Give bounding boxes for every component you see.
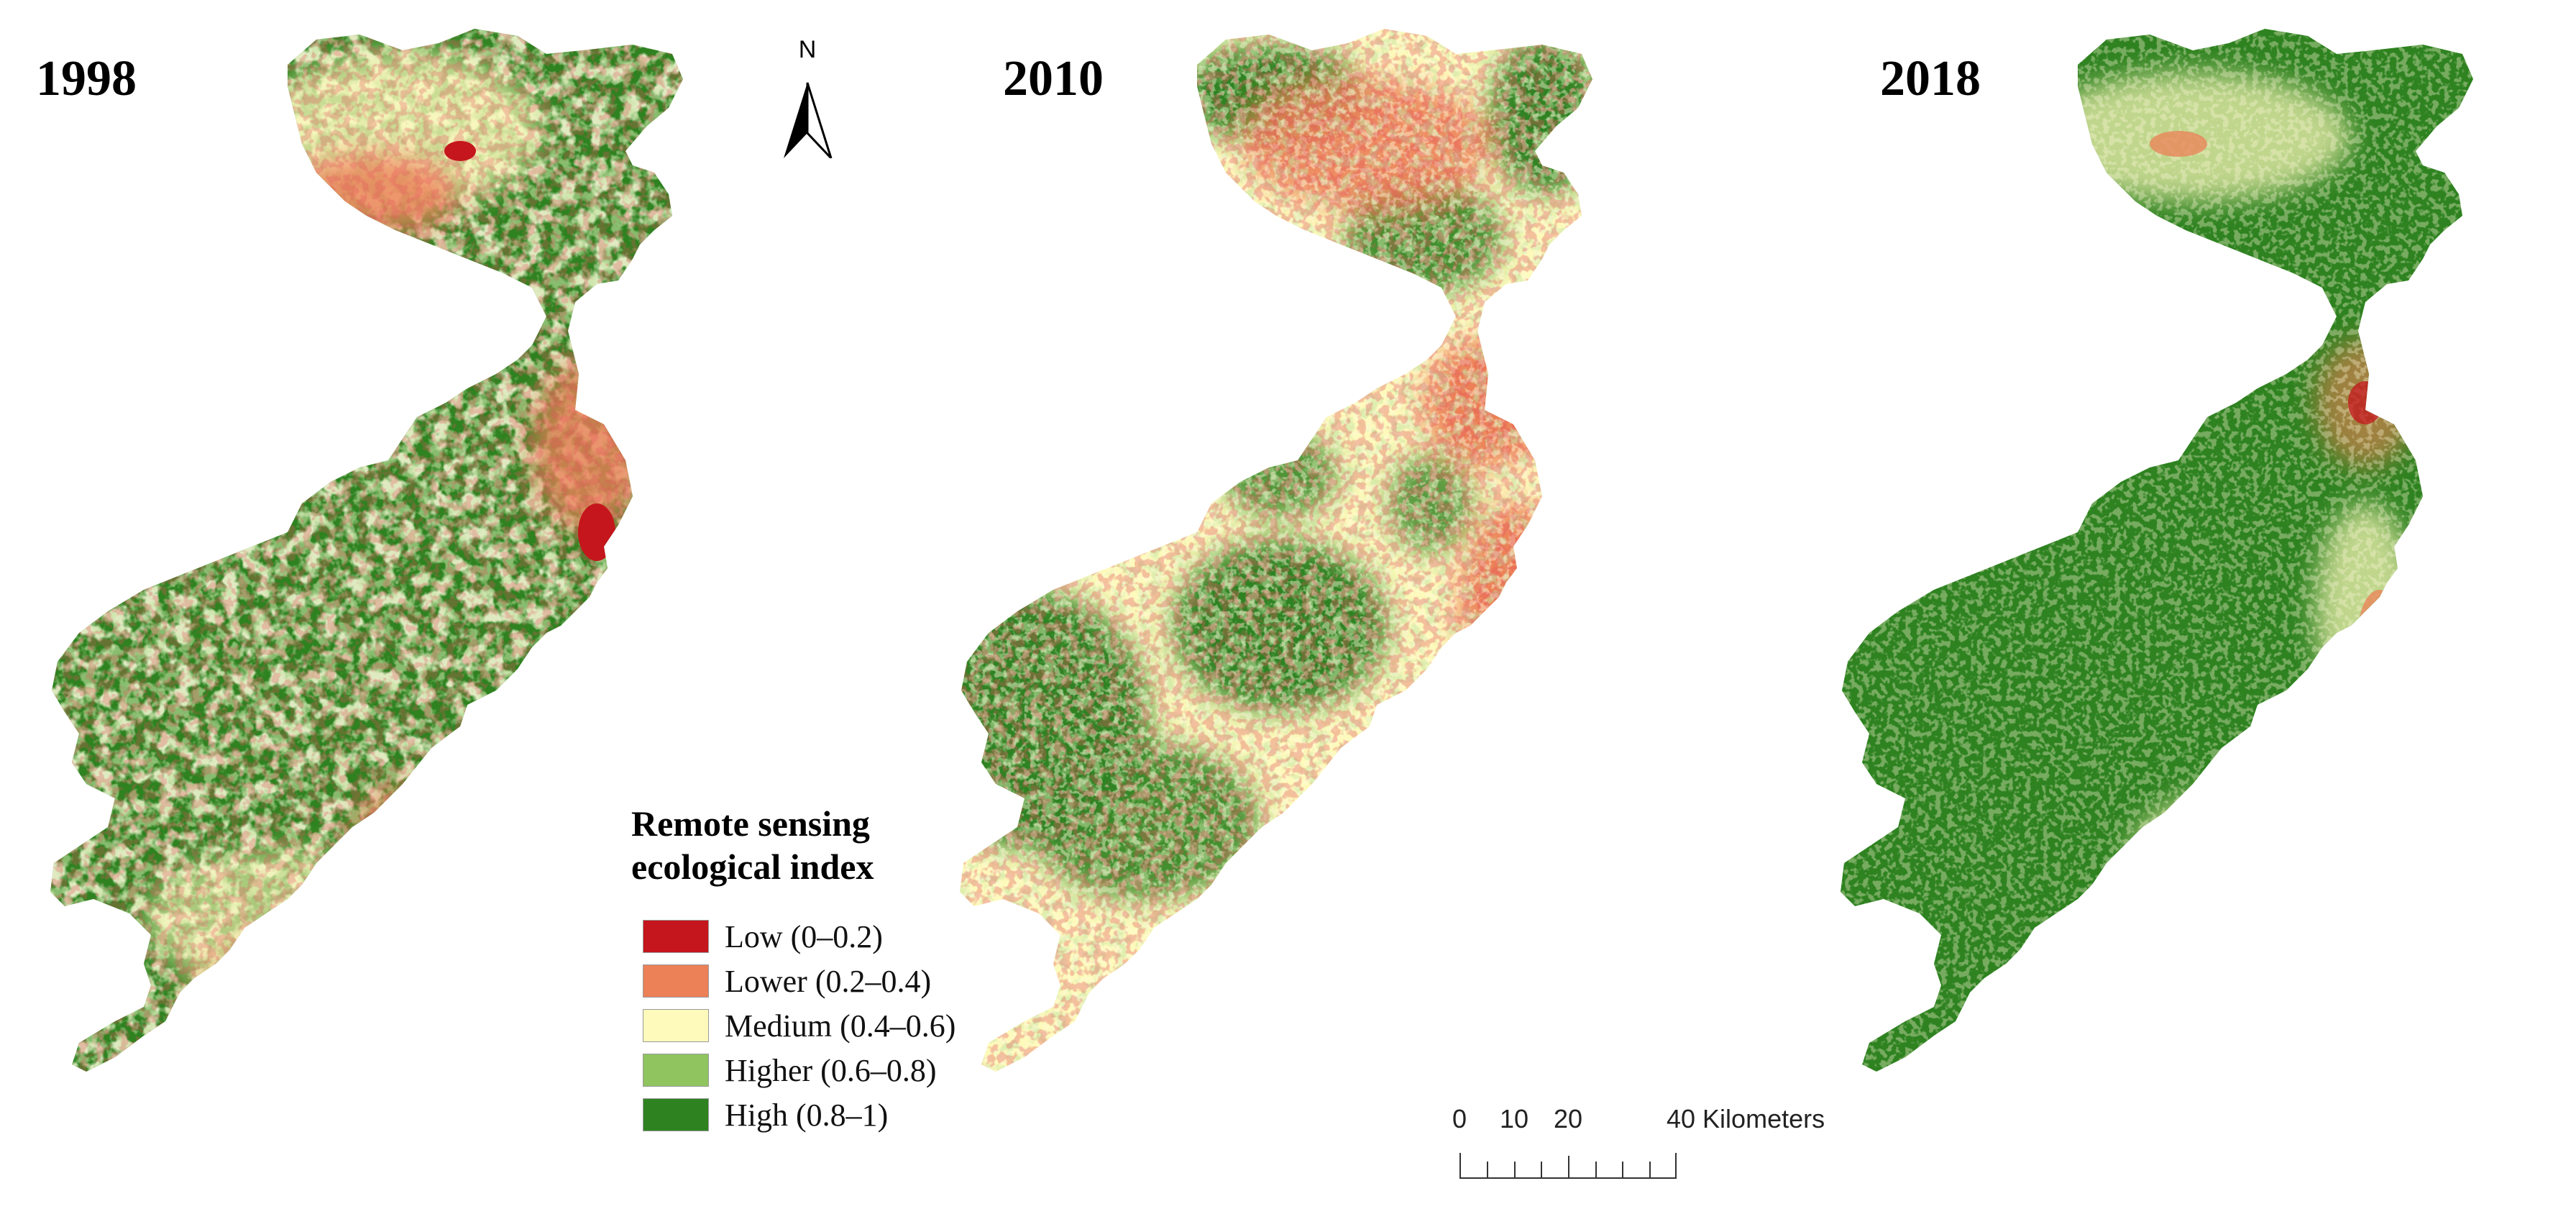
scale-tick: [1568, 1156, 1569, 1179]
map-1998: [50, 29, 683, 1072]
scale-tick: [1622, 1162, 1623, 1179]
panel-year-2018: 2018: [1880, 51, 1981, 106]
north-arrow: N: [768, 36, 847, 158]
legend-item-medium: Medium (0.4–0.6): [627, 1003, 955, 1048]
legend-swatch-higher: [643, 1054, 709, 1087]
legend-label-medium: Medium (0.4–0.6): [725, 1008, 956, 1044]
legend-item-low: Low (0–0.2): [627, 914, 955, 959]
map-2018: [1841, 29, 2473, 1072]
legend-label-low: Low (0–0.2): [725, 918, 883, 954]
legend-title-line1: Remote sensing: [631, 803, 870, 844]
legend-title-line2: ecological index: [631, 847, 874, 887]
legend-swatch-high: [643, 1098, 709, 1131]
scale-tick: [1487, 1162, 1488, 1179]
scale-label-20: 20: [1553, 1104, 1583, 1133]
panel-year-2010: 2010: [1003, 51, 1104, 106]
scale-tick: [1649, 1162, 1651, 1179]
legend-label-lower: Lower (0.2–0.4): [725, 963, 932, 999]
legend-swatch-low: [643, 920, 709, 953]
legend: Remote sensing ecological index Low (0–0…: [627, 802, 955, 1137]
scale-tick: [1459, 1153, 1461, 1179]
scale-label-0: 0: [1452, 1104, 1467, 1133]
legend-item-lower: Lower (0.2–0.4): [627, 959, 955, 1003]
legend-swatch-lower: [643, 964, 709, 998]
scale-label-40-kilometers: 40 Kilometers: [1667, 1104, 1825, 1133]
scale-tick: [1595, 1162, 1597, 1179]
map-2010: [960, 29, 1592, 1072]
legend-item-high: High (0.8–1): [627, 1092, 955, 1137]
north-arrow-icon: [784, 82, 833, 158]
scale-label-10: 10: [1499, 1104, 1529, 1133]
legend-swatch-medium: [643, 1009, 709, 1042]
scale-tick: [1675, 1153, 1677, 1179]
panel-year-1998: 1998: [36, 51, 137, 106]
legend-label-high: High (0.8–1): [725, 1097, 889, 1133]
north-label: N: [798, 36, 817, 63]
scale-bar: 0 10 20 40 Kilometers: [1438, 1104, 2027, 1190]
scale-tick: [1514, 1162, 1516, 1179]
scale-tick: [1541, 1162, 1542, 1179]
legend-item-higher: Higher (0.6–0.8): [627, 1048, 955, 1092]
legend-label-higher: Higher (0.6–0.8): [725, 1052, 937, 1088]
